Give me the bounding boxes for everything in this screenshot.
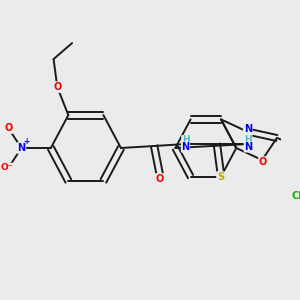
Text: N: N (182, 142, 190, 152)
Text: H: H (182, 136, 189, 145)
Text: N: N (17, 143, 26, 153)
Text: H: H (244, 136, 252, 145)
Text: O: O (4, 123, 13, 133)
Text: N: N (244, 124, 252, 134)
Text: O: O (259, 157, 267, 167)
Text: O: O (156, 174, 164, 184)
Text: +: + (23, 137, 29, 146)
Text: Cl: Cl (292, 191, 300, 201)
Text: N: N (244, 142, 252, 152)
Text: S: S (217, 172, 224, 182)
Text: O: O (53, 82, 61, 92)
Text: O⁻: O⁻ (0, 164, 13, 172)
